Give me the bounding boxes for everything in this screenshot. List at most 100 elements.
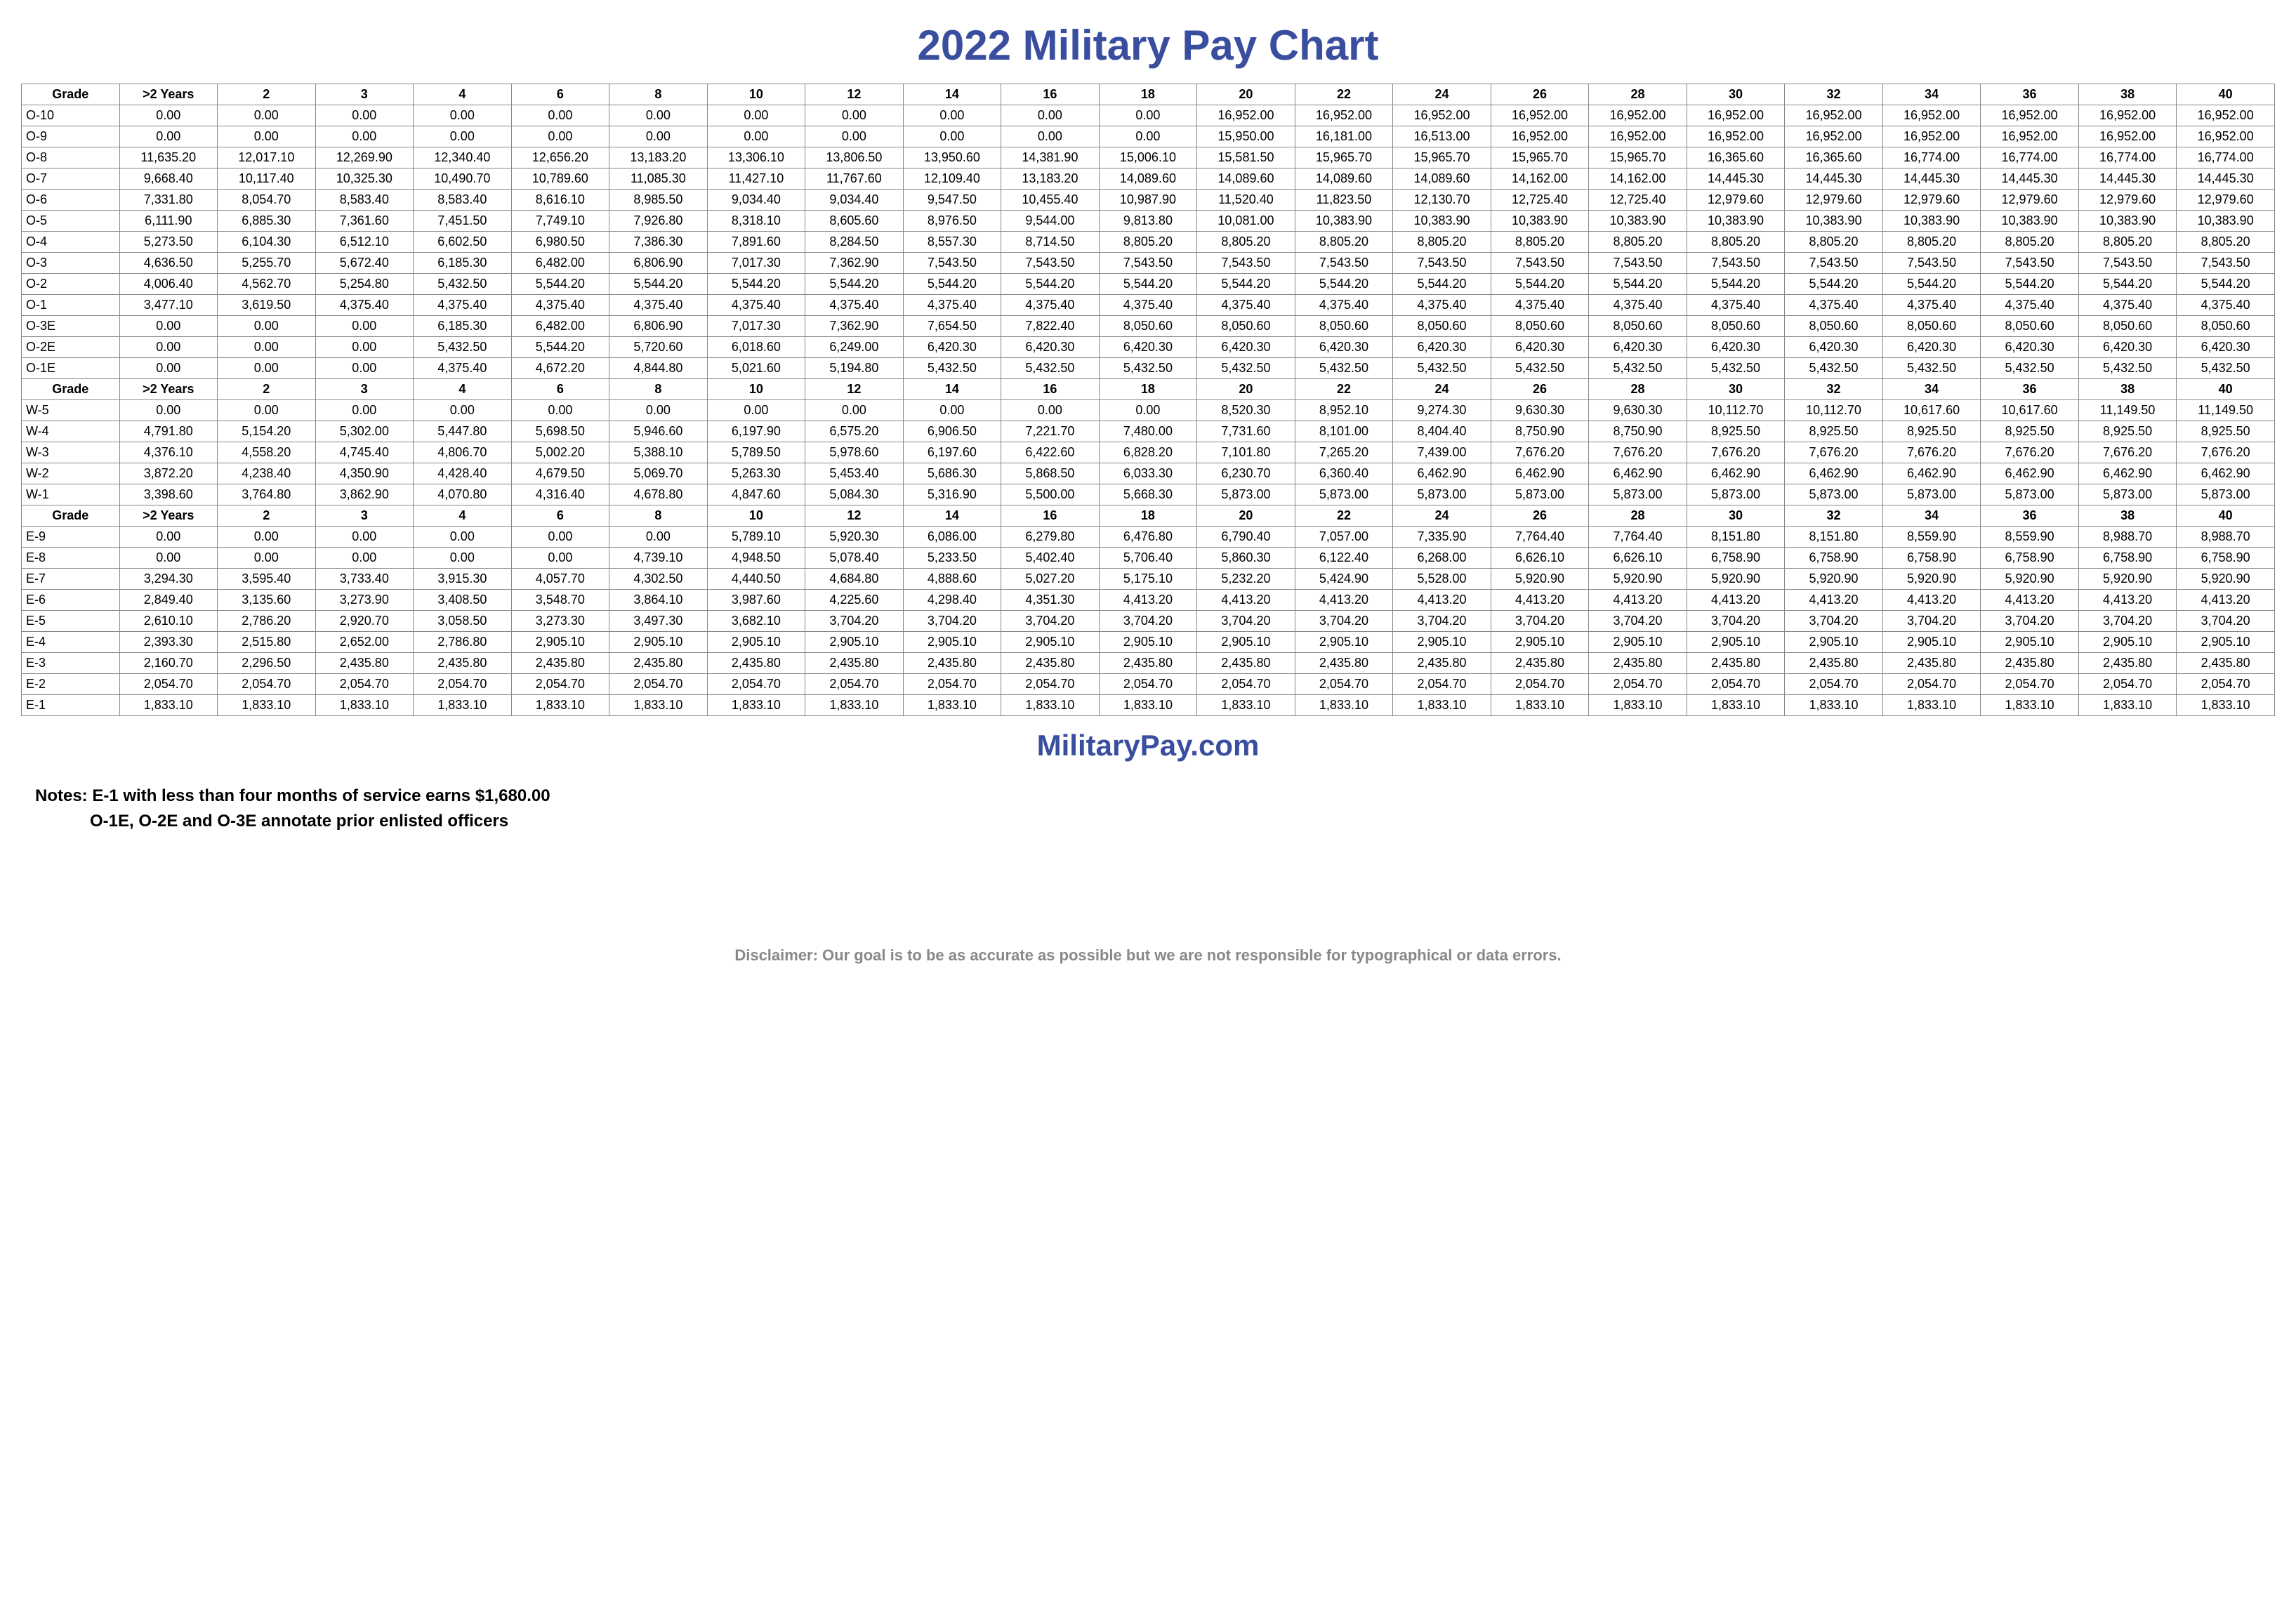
table-row: O-3E0.000.000.006,185.306,482.006,806.90…	[22, 316, 2275, 337]
pay-cell: 8,151.80	[1687, 527, 1785, 548]
table-row: O-811,635.2012,017.1012,269.9012,340.401…	[22, 147, 2275, 168]
pay-cell: 4,070.80	[414, 484, 512, 505]
pay-cell: 8,805.20	[1393, 232, 1491, 253]
pay-cell: 4,238.40	[218, 463, 316, 484]
pay-cell: 16,181.00	[1295, 126, 1393, 147]
pay-cell: 7,543.50	[1491, 253, 1589, 274]
pay-cell: 6,758.90	[1882, 548, 1981, 569]
pay-cell: 4,413.20	[1491, 590, 1589, 611]
note-2: O-1E, O-2E and O-3E annotate prior enlis…	[35, 809, 2275, 834]
pay-chart-table: Grade>2 Years234681012141618202224262830…	[21, 84, 2275, 716]
pay-cell: 0.00	[903, 126, 1001, 147]
pay-cell: 11,085.30	[609, 168, 708, 190]
pay-cell: 7,543.50	[903, 253, 1001, 274]
column-header: 24	[1393, 84, 1491, 105]
pay-cell: 2,610.10	[119, 611, 218, 632]
pay-cell: 4,413.20	[1981, 590, 2079, 611]
pay-cell: 0.00	[511, 548, 609, 569]
notes-block: Notes: E-1 with less than four months of…	[35, 784, 2275, 834]
pay-cell: 4,375.40	[414, 358, 512, 379]
pay-cell: 5,920.90	[2177, 569, 2275, 590]
table-row: E-52,610.102,786.202,920.703,058.503,273…	[22, 611, 2275, 632]
column-header: 32	[1785, 379, 1883, 400]
pay-cell: 7,543.50	[1687, 253, 1785, 274]
column-header: Grade	[22, 379, 120, 400]
column-header: 10	[707, 505, 805, 527]
pay-cell: 16,952.00	[1197, 105, 1295, 126]
pay-cell: 7,731.60	[1197, 421, 1295, 442]
pay-cell: 8,050.60	[1393, 316, 1491, 337]
table-row: E-90.000.000.000.000.000.005,789.105,920…	[22, 527, 2275, 548]
pay-cell: 5,500.00	[1001, 484, 1100, 505]
column-header: 8	[609, 505, 708, 527]
pay-cell: 6,420.30	[1001, 337, 1100, 358]
column-header: 4	[414, 84, 512, 105]
pay-cell: 7,017.30	[707, 253, 805, 274]
pay-cell: 5,027.20	[1001, 569, 1100, 590]
table-row: E-22,054.702,054.702,054.702,054.702,054…	[22, 674, 2275, 695]
pay-cell: 8,714.50	[1001, 232, 1100, 253]
pay-cell: 3,135.60	[218, 590, 316, 611]
table-row: W-34,376.104,558.204,745.404,806.705,002…	[22, 442, 2275, 463]
pay-cell: 4,375.40	[903, 295, 1001, 316]
pay-cell: 14,089.60	[1099, 168, 1197, 190]
pay-cell: 0.00	[1001, 126, 1100, 147]
pay-cell: 0.00	[218, 126, 316, 147]
pay-cell: 10,490.70	[414, 168, 512, 190]
pay-cell: 2,054.70	[414, 674, 512, 695]
pay-cell: 6,086.00	[903, 527, 1001, 548]
pay-cell: 6,360.40	[1295, 463, 1393, 484]
pay-cell: 1,833.10	[218, 695, 316, 716]
column-header: >2 Years	[119, 505, 218, 527]
pay-cell: 7,543.50	[1001, 253, 1100, 274]
pay-cell: 11,149.50	[2177, 400, 2275, 421]
grade-cell: O-3E	[22, 316, 120, 337]
pay-cell: 5,232.20	[1197, 569, 1295, 590]
pay-cell: 4,672.20	[511, 358, 609, 379]
pay-cell: 5,544.20	[707, 274, 805, 295]
column-header: >2 Years	[119, 84, 218, 105]
pay-cell: 4,739.10	[609, 548, 708, 569]
pay-cell: 5,920.90	[1687, 569, 1785, 590]
pay-cell: 3,704.20	[1491, 611, 1589, 632]
pay-cell: 4,375.40	[1197, 295, 1295, 316]
pay-cell: 4,413.20	[2078, 590, 2177, 611]
pay-cell: 14,381.90	[1001, 147, 1100, 168]
pay-cell: 16,952.00	[1981, 105, 2079, 126]
pay-cell: 6,626.10	[1491, 548, 1589, 569]
pay-cell: 0.00	[218, 400, 316, 421]
pay-cell: 1,833.10	[1491, 695, 1589, 716]
pay-cell: 2,435.80	[1099, 653, 1197, 674]
pay-cell: 2,905.10	[707, 632, 805, 653]
pay-cell: 7,057.00	[1295, 527, 1393, 548]
pay-cell: 7,017.30	[707, 316, 805, 337]
pay-cell: 14,445.30	[1882, 168, 1981, 190]
pay-cell: 8,925.50	[1785, 421, 1883, 442]
table-row: W-23,872.204,238.404,350.904,428.404,679…	[22, 463, 2275, 484]
pay-cell: 16,952.00	[1785, 105, 1883, 126]
pay-cell: 10,617.60	[1981, 400, 2079, 421]
pay-cell: 3,408.50	[414, 590, 512, 611]
pay-cell: 9,547.50	[903, 190, 1001, 211]
pay-cell: 1,833.10	[119, 695, 218, 716]
pay-cell: 8,805.20	[1295, 232, 1393, 253]
pay-cell: 15,965.70	[1295, 147, 1393, 168]
table-row: O-67,331.808,054.708,583.408,583.408,616…	[22, 190, 2275, 211]
pay-cell: 8,050.60	[1589, 316, 1687, 337]
pay-cell: 0.00	[1001, 105, 1100, 126]
pay-cell: 6,420.30	[1785, 337, 1883, 358]
pay-cell: 0.00	[218, 527, 316, 548]
pay-cell: 0.00	[414, 527, 512, 548]
pay-cell: 6,758.90	[2177, 548, 2275, 569]
pay-cell: 3,704.20	[903, 611, 1001, 632]
pay-cell: 3,704.20	[1001, 611, 1100, 632]
pay-cell: 7,386.30	[609, 232, 708, 253]
pay-cell: 8,404.40	[1393, 421, 1491, 442]
pay-cell: 8,925.50	[1882, 421, 1981, 442]
column-header: 20	[1197, 379, 1295, 400]
pay-cell: 8,925.50	[2078, 421, 2177, 442]
pay-cell: 3,704.20	[1882, 611, 1981, 632]
pay-cell: 2,054.70	[119, 674, 218, 695]
pay-cell: 3,704.20	[1099, 611, 1197, 632]
pay-cell: 3,619.50	[218, 295, 316, 316]
